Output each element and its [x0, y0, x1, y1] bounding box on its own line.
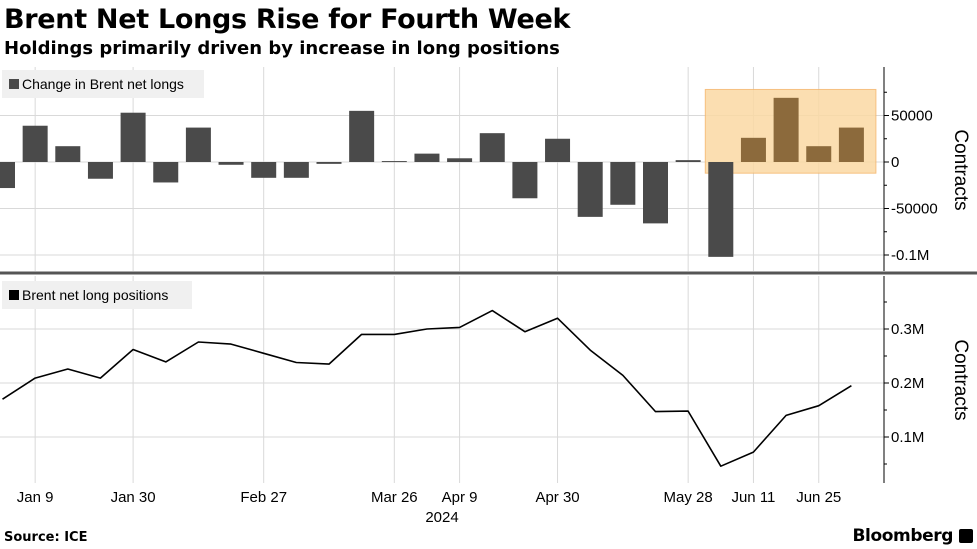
bar [740, 137, 766, 162]
bar [120, 112, 146, 162]
bloomberg-mark-icon [959, 529, 973, 543]
bar [153, 162, 179, 183]
bar [479, 133, 505, 162]
x-tick-label: Jan 30 [111, 489, 156, 506]
bar [577, 162, 603, 217]
source-note: Source: ICE [4, 530, 88, 545]
brand-name: Bloomberg [852, 526, 953, 546]
bar [414, 153, 440, 162]
bar [87, 162, 113, 179]
y-tick-label: -50000 [891, 201, 938, 218]
bar [316, 162, 342, 164]
x-year-label: 2024 [425, 509, 458, 526]
bar [806, 146, 832, 162]
bar [22, 125, 48, 162]
x-tick-label: Apr 30 [535, 489, 579, 506]
bar [447, 158, 473, 162]
legend-swatch [9, 79, 19, 89]
chart-title: Brent Net Longs Rise for Fourth Week [4, 4, 571, 35]
bar [708, 162, 734, 257]
x-tick-label: Apr 9 [442, 489, 478, 506]
bar [545, 138, 571, 162]
bloomberg-logo: Bloomberg [852, 526, 973, 546]
bar [838, 127, 864, 162]
x-tick-label: Mar 26 [371, 489, 418, 506]
bar [381, 161, 407, 163]
y-tick-label: 0.2M [891, 375, 924, 392]
x-tick-label: Jan 9 [17, 489, 54, 506]
y-tick-label: 0.3M [891, 321, 924, 338]
y-tick-label: 0 [891, 154, 899, 171]
bar [55, 146, 81, 162]
legend-box [2, 70, 204, 98]
chart-subtitle: Holdings primarily driven by increase in… [4, 38, 560, 59]
bar [218, 162, 244, 165]
x-tick-label: Jun 11 [731, 489, 775, 506]
legend-label: Change in Brent net longs [22, 76, 184, 92]
y-tick-label: 50000 [891, 108, 933, 125]
bar [643, 162, 668, 224]
y-axis-title: Contracts [950, 129, 971, 210]
y-axis-title: Contracts [950, 339, 971, 420]
bar [185, 127, 211, 162]
legend-box [2, 281, 192, 309]
bar [283, 162, 309, 178]
bar [773, 97, 799, 162]
series-line [2, 309, 852, 468]
bar [251, 162, 277, 178]
bar [0, 162, 15, 189]
x-tick-label: Feb 27 [240, 489, 287, 506]
bar [512, 162, 538, 199]
x-tick-label: Jun 25 [796, 489, 841, 506]
y-tick-label: -0.1M [891, 247, 929, 264]
y-tick-label: 0.1M [891, 429, 924, 446]
bar [675, 160, 701, 162]
legend-label: Brent net long positions [22, 287, 168, 303]
bar [610, 162, 636, 205]
bar [349, 110, 375, 162]
legend-swatch [9, 290, 19, 300]
x-tick-label: May 28 [664, 489, 713, 506]
